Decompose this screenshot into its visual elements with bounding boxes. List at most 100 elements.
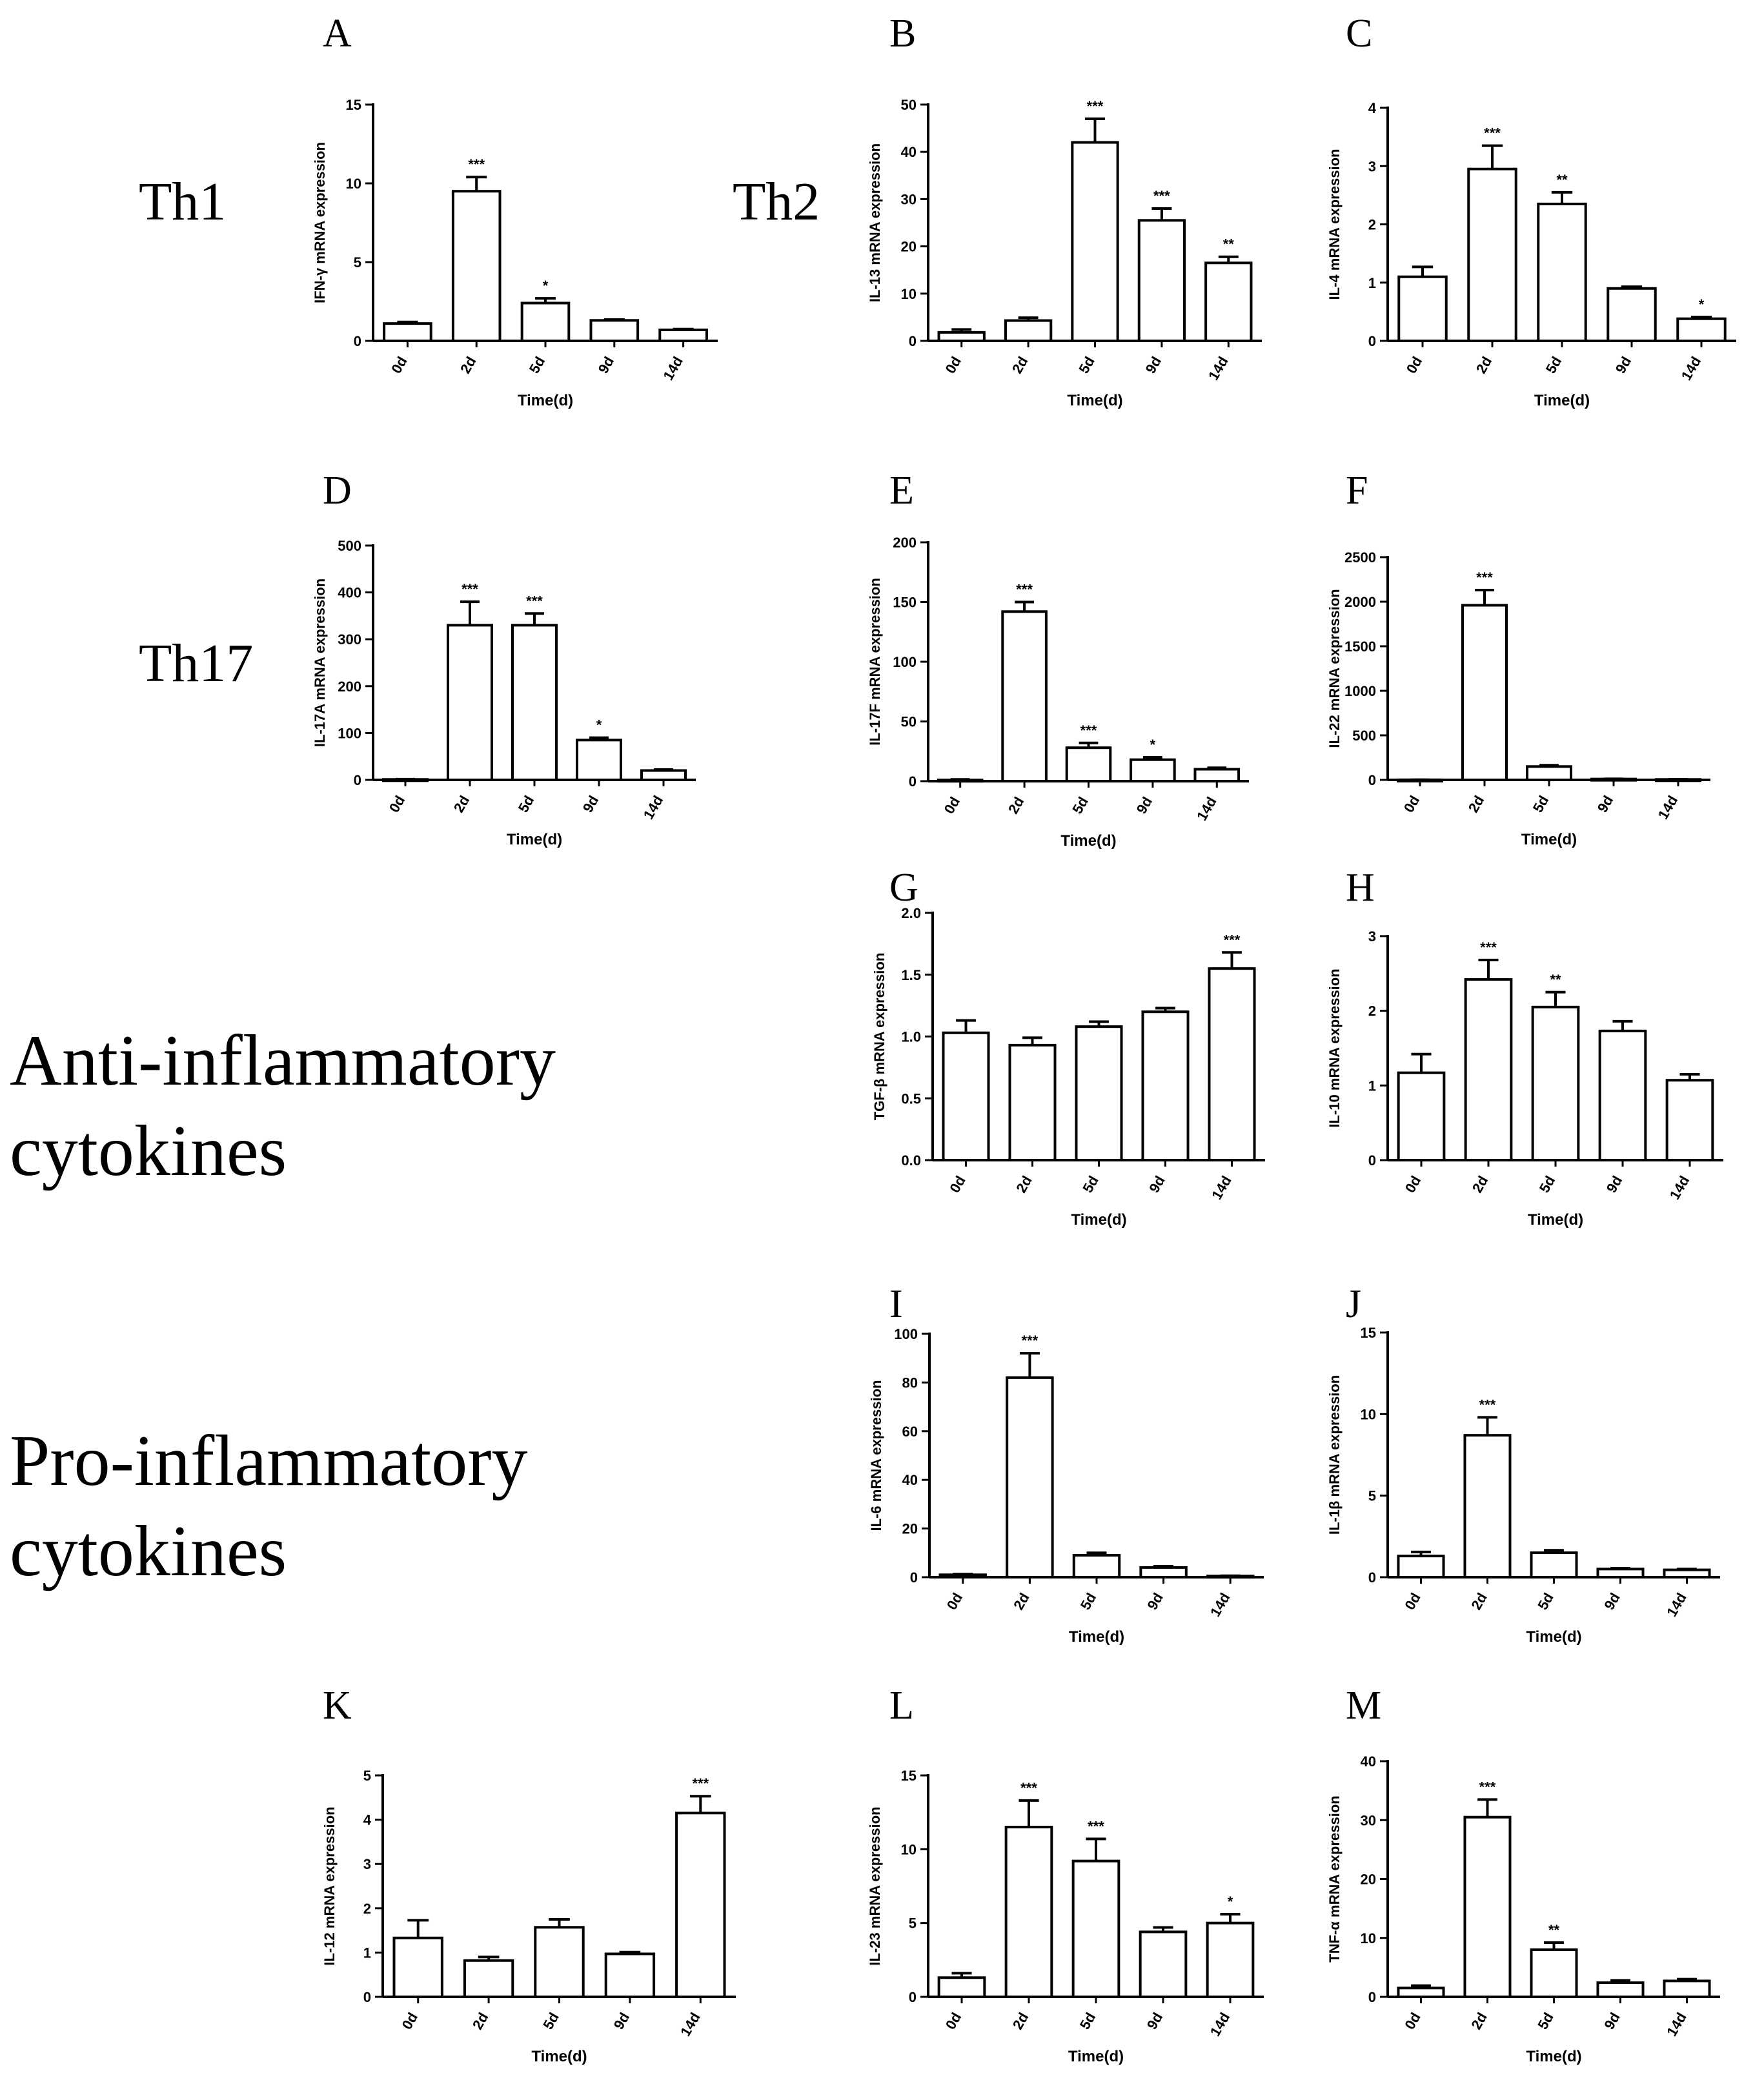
significance-label: *** [1224, 932, 1241, 948]
significance-label: *** [461, 581, 478, 597]
x-tick-label: 2d [1465, 793, 1487, 815]
bar [1193, 768, 1241, 782]
panel-letter: D [323, 469, 352, 513]
panel-letter: M [1346, 1684, 1381, 1728]
bar [1461, 604, 1508, 782]
x-tick-label: 14d [1655, 793, 1681, 822]
x-tick-label: 9d [1133, 794, 1155, 817]
x-axis-label: Time(d) [1534, 392, 1590, 409]
panel-letter: G [889, 866, 918, 910]
bar [1139, 1930, 1188, 1999]
bar [534, 1926, 585, 1999]
y-tick-label: 1500 [1344, 638, 1376, 655]
panel-letter: F [1346, 469, 1368, 513]
row-label-anti-line1: Anti-inflammatory [10, 1021, 556, 1101]
y-tick-label: 50 [901, 97, 917, 113]
y-tick-label: 3 [1368, 928, 1376, 945]
y-tick-label: 300 [338, 631, 361, 648]
chart-panel-b: B 0 10 20 30 40 50 IL-13 mRNA expression Time(d)… [867, 12, 1262, 409]
bar [640, 769, 687, 781]
row-label-pro-line2: cytokines [10, 1511, 287, 1591]
x-tick-label: 2d [1468, 2010, 1490, 2032]
x-tick-label: 0d [944, 1590, 966, 1613]
bar [1204, 261, 1253, 342]
panel-letter: H [1346, 866, 1375, 910]
y-tick-label: 5 [363, 1768, 371, 1784]
x-axis-label: Time(d) [1526, 1628, 1581, 1646]
bar [1071, 141, 1119, 342]
row-label-pro-line1: Pro-inflammatory [10, 1421, 527, 1501]
significance-label: *** [1088, 1818, 1104, 1834]
x-tick-label: 5d [1536, 1173, 1558, 1196]
row-label-th1: Th1 [139, 172, 226, 232]
chart-panel-k: K 0 1 2 3 4 5 IL-12 mRNA expression Time(d) 0d 2d 5… [321, 1684, 736, 2065]
panel-letter: K [323, 1684, 352, 1728]
row-label-th2: Th2 [733, 172, 820, 232]
panel-letter: I [889, 1282, 903, 1326]
row-label-anti-line2: cytokines [10, 1111, 287, 1191]
significance-label: *** [1476, 569, 1493, 586]
chart-panel-i: I 0 20 40 60 80 100 IL-6 mRNA expression Time(d)… [868, 1282, 1264, 1646]
y-tick-label: 10 [901, 1841, 917, 1857]
significance-label: *** [1020, 1780, 1037, 1796]
x-tick-label: 5d [1077, 1590, 1099, 1613]
x-tick-label: 14d [1678, 354, 1705, 383]
bar [1463, 1434, 1512, 1578]
x-tick-label: 2d [1013, 1173, 1035, 1196]
bar [1537, 202, 1587, 342]
panel-letter: J [1346, 1282, 1361, 1326]
y-tick-label: 2 [363, 1901, 371, 1917]
y-tick-label: 0.5 [901, 1090, 921, 1107]
significance-label: ** [1556, 172, 1568, 188]
y-tick-label: 2.0 [901, 905, 921, 921]
bar [1208, 967, 1256, 1162]
y-axis-label: IL-23 mRNA expression [867, 1806, 883, 1965]
y-tick-label: 5 [354, 254, 361, 271]
bar [392, 1936, 443, 1998]
bar [1526, 765, 1572, 782]
panel-letter: B [889, 12, 916, 56]
y-tick-label: 40 [901, 144, 917, 160]
y-axis-label: IL-4 mRNA expression [1326, 149, 1343, 300]
y-axis-label: IL-12 mRNA expression [321, 1806, 338, 1965]
significance-label: ** [1223, 236, 1235, 252]
y-tick-label: 200 [893, 535, 917, 551]
y-tick-label: 3 [363, 1856, 371, 1872]
x-tick-label: 5d [1069, 794, 1091, 817]
bar [937, 331, 986, 342]
y-tick-label: 0.0 [901, 1152, 921, 1169]
x-tick-label: 2d [457, 354, 479, 376]
bar [1139, 1566, 1188, 1578]
x-tick-label: 9d [1142, 354, 1164, 376]
x-tick-label: 9d [1601, 2010, 1623, 2032]
x-tick-label: 9d [1144, 2010, 1166, 2032]
y-tick-label: 80 [902, 1374, 918, 1391]
chart-panel-l: L 0 5 10 15 IL-23 mRNA expression Time(d) 0d 2d *… [867, 1684, 1264, 2065]
bar [1531, 1005, 1580, 1161]
y-tick-label: 10 [346, 176, 361, 192]
x-tick-label: 9d [1601, 1590, 1623, 1613]
y-axis-label: TGF-β mRNA expression [871, 953, 887, 1121]
y-tick-label: 20 [901, 239, 917, 255]
significance-label: ** [1548, 1922, 1560, 1938]
significance-label: ** [1550, 972, 1561, 988]
x-tick-label: 2d [1009, 354, 1031, 376]
x-tick-label: 5d [1534, 1590, 1556, 1613]
x-tick-label: 0d [1401, 2010, 1423, 2032]
bar [1530, 1551, 1578, 1579]
significance-label: *** [1087, 98, 1104, 114]
bar [1663, 1979, 1711, 1999]
y-tick-label: 1000 [1344, 683, 1376, 699]
y-tick-label: 0 [909, 333, 917, 349]
y-tick-label: 0 [1368, 1989, 1376, 2005]
significance-label: *** [1479, 1396, 1496, 1413]
bar [942, 1031, 990, 1161]
x-tick-label: 5d [1079, 1173, 1101, 1196]
x-tick-label: 2d [1473, 354, 1495, 376]
y-tick-label: 2000 [1344, 594, 1376, 610]
significance-label: * [543, 278, 549, 294]
y-tick-label: 1 [1368, 275, 1376, 291]
bar [1001, 610, 1048, 782]
x-tick-label: 9d [580, 793, 602, 815]
